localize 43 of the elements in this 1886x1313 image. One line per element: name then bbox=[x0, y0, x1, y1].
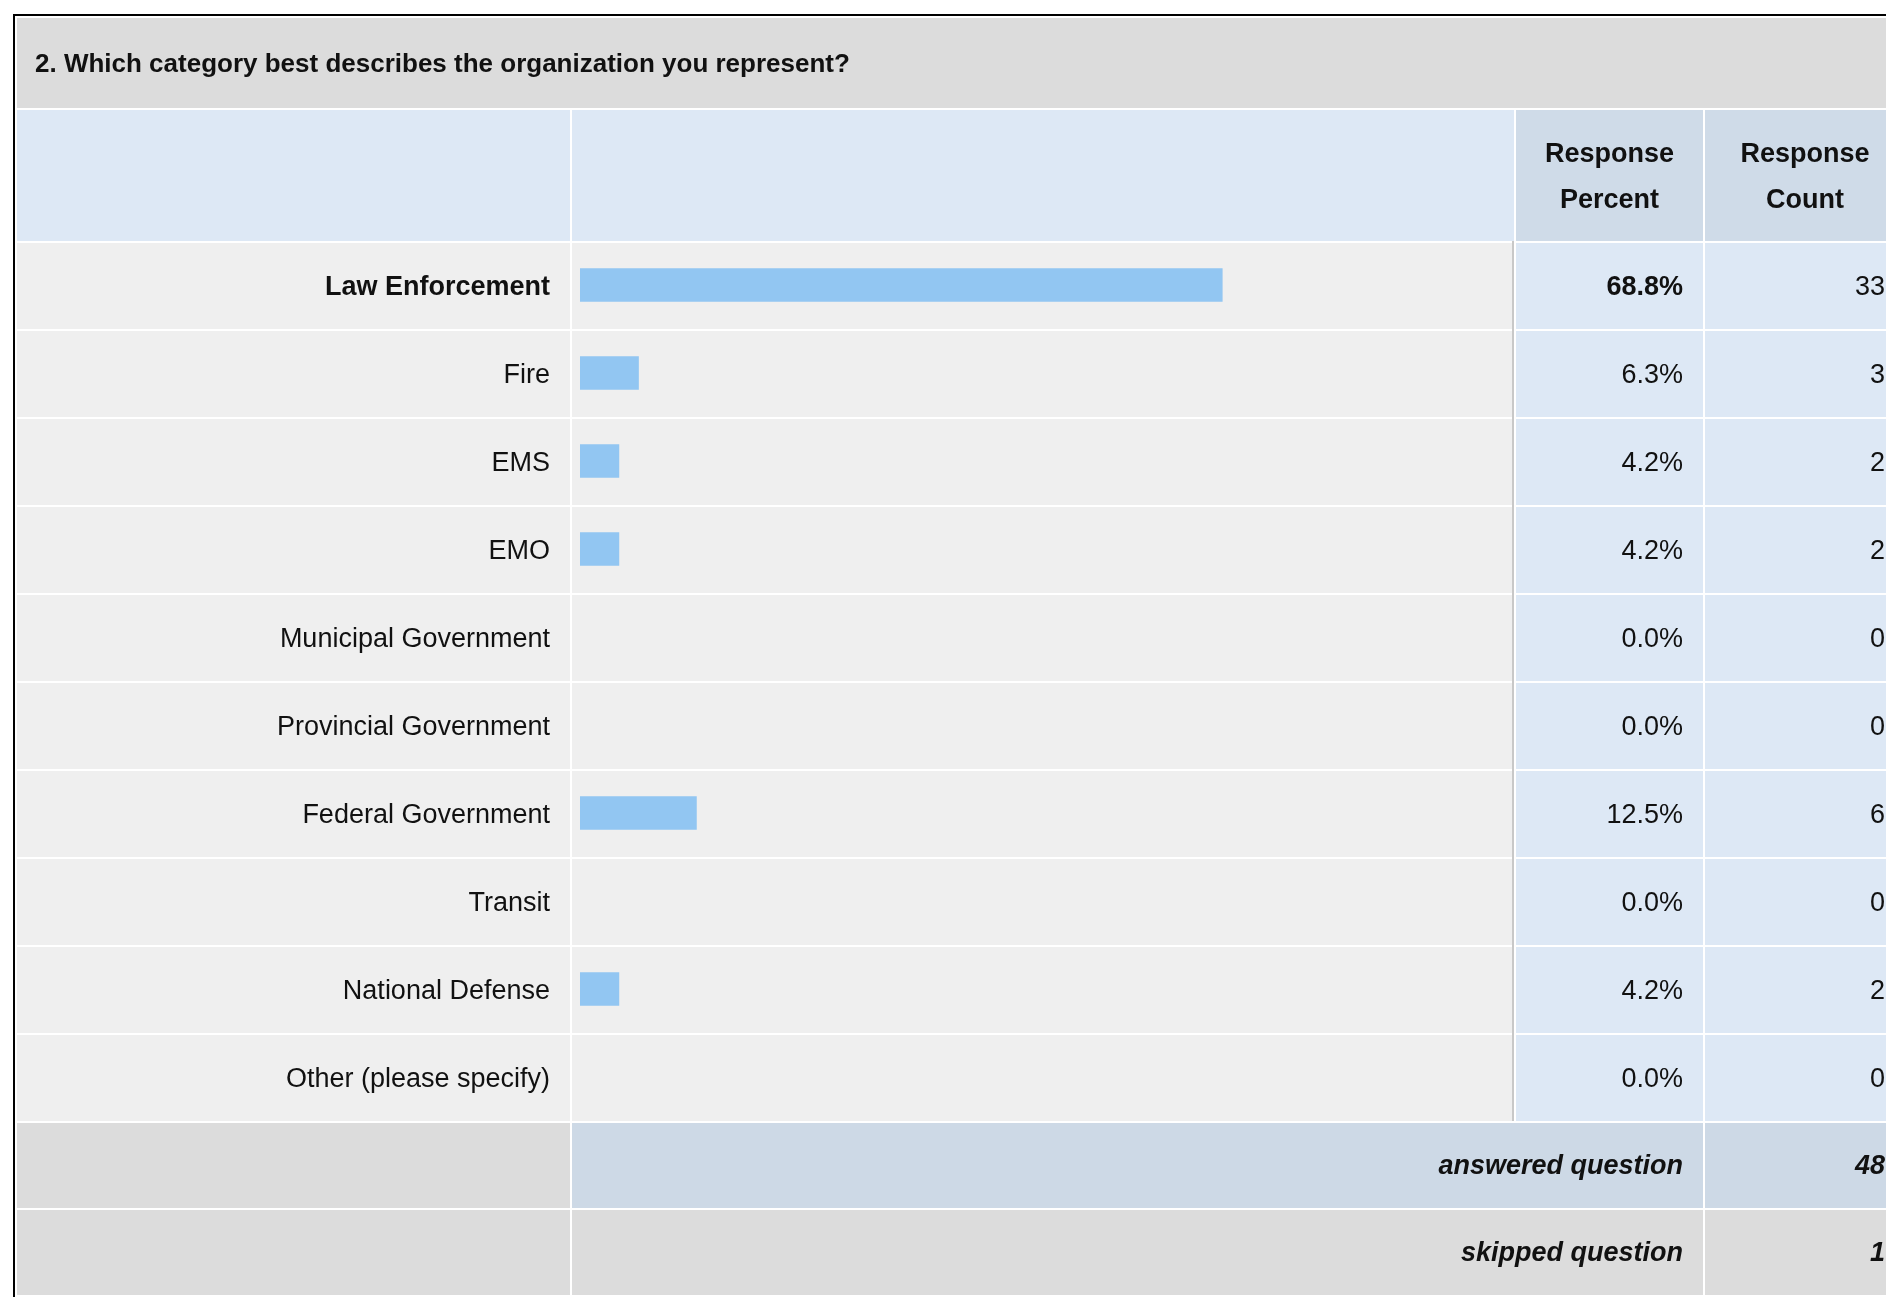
text: Response Count bbox=[1704, 109, 1886, 242]
data-label: 4.2% bbox=[1515, 418, 1704, 506]
data-label: 4.2% bbox=[1515, 506, 1704, 594]
text: skipped question bbox=[571, 1209, 1704, 1296]
y-tick-label: Transit bbox=[16, 858, 571, 946]
text: 48 bbox=[1704, 1122, 1886, 1209]
data-label: 0.0% bbox=[1515, 594, 1704, 682]
data-label: 0.0% bbox=[1515, 682, 1704, 770]
text: 0 bbox=[1704, 594, 1886, 682]
data-label: 68.8% bbox=[1515, 242, 1704, 330]
bar bbox=[580, 796, 697, 830]
y-tick-label: EMS bbox=[16, 418, 571, 506]
y-tick-label: EMO bbox=[16, 506, 571, 594]
text: Response Percent bbox=[1515, 109, 1704, 242]
data-label: 4.2% bbox=[1515, 946, 1704, 1034]
data-label: 0.0% bbox=[1515, 858, 1704, 946]
y-tick-label: Municipal Government bbox=[16, 594, 571, 682]
text: 2 bbox=[1704, 506, 1886, 594]
text: 2 bbox=[1704, 418, 1886, 506]
text: 0 bbox=[1704, 682, 1886, 770]
text: 33 bbox=[1704, 242, 1886, 330]
bar bbox=[580, 356, 639, 390]
text: 6 bbox=[1704, 770, 1886, 858]
y-tick-label: Provincial Government bbox=[16, 682, 571, 770]
text: 2 bbox=[1704, 946, 1886, 1034]
text: 1 bbox=[1704, 1209, 1886, 1296]
y-tick-label: Law Enforcement bbox=[16, 242, 571, 330]
y-tick-label: Other (please specify) bbox=[16, 1034, 571, 1122]
text: 0 bbox=[1704, 858, 1886, 946]
y-tick-label: Federal Government bbox=[16, 770, 571, 858]
y-tick-label: Fire bbox=[16, 330, 571, 418]
chart-title: 2. Which category best describes the organization you represent? bbox=[16, 17, 1886, 109]
bar bbox=[580, 972, 620, 1006]
text: answered question bbox=[571, 1122, 1704, 1209]
y-tick-label: National Defense bbox=[16, 946, 571, 1034]
data-label: 0.0% bbox=[1515, 1034, 1704, 1122]
bar bbox=[580, 532, 620, 566]
text: 3 bbox=[1704, 330, 1886, 418]
data-label: 12.5% bbox=[1515, 770, 1704, 858]
text: 0 bbox=[1704, 1034, 1886, 1122]
data-label: 6.3% bbox=[1515, 330, 1704, 418]
bar bbox=[580, 268, 1223, 302]
bar bbox=[580, 444, 620, 478]
